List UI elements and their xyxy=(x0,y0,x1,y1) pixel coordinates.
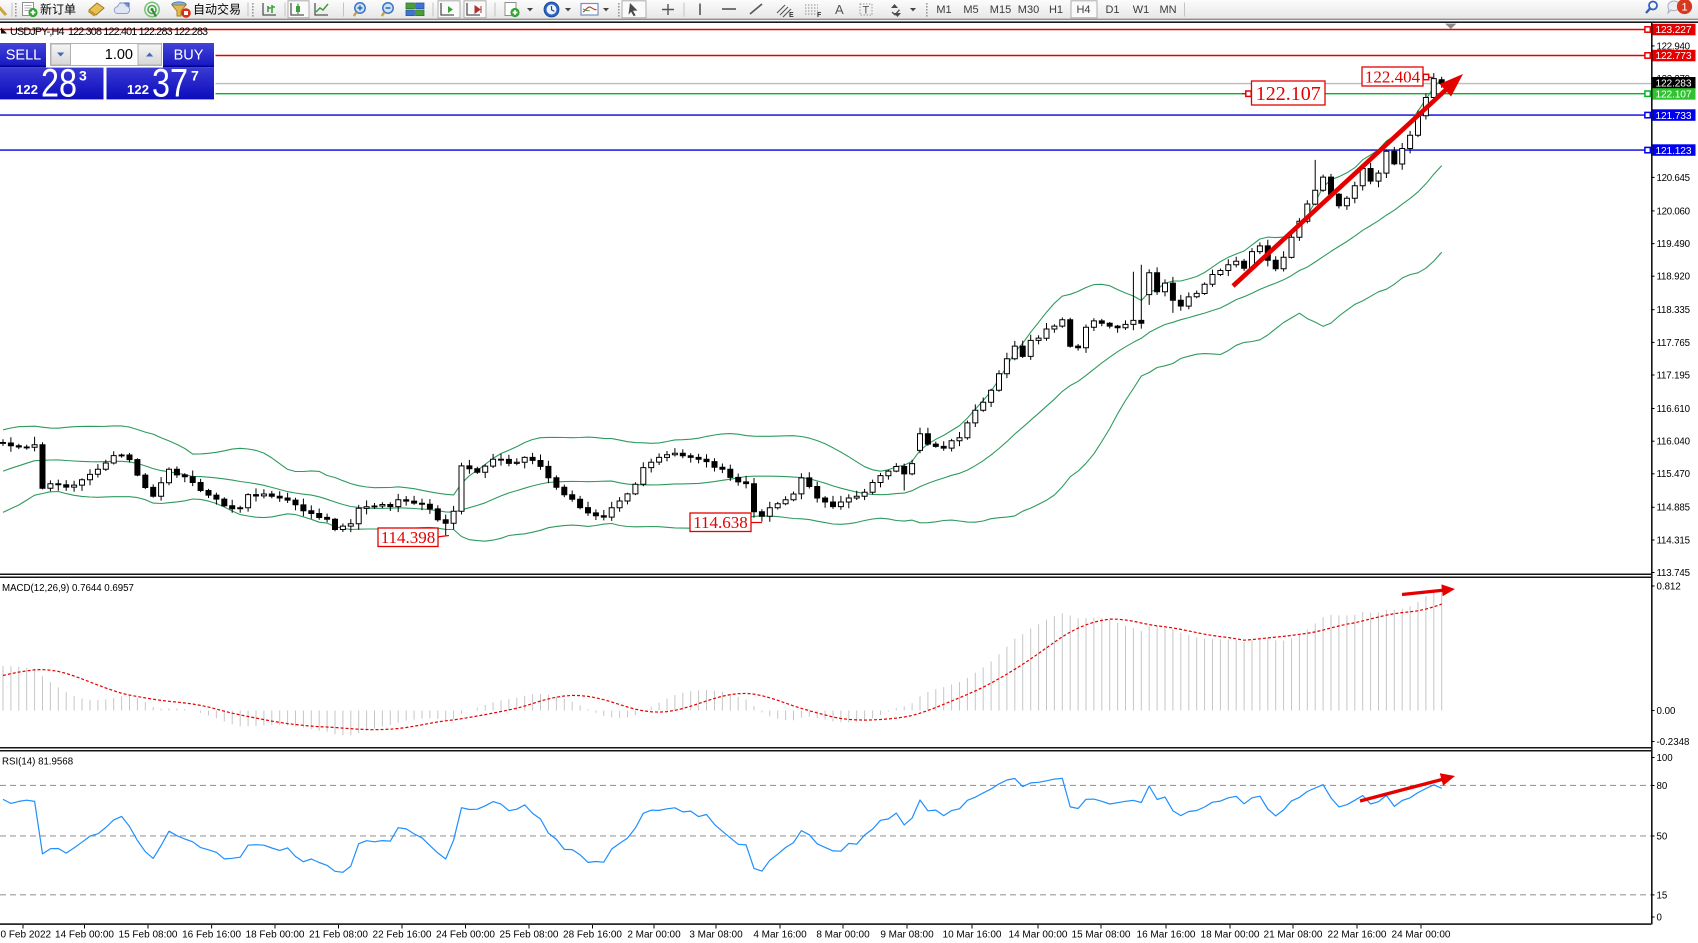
svg-text:H4: H4 xyxy=(1076,4,1090,16)
svg-text:122.283: 122.283 xyxy=(1656,79,1692,90)
svg-text:120.645: 120.645 xyxy=(1657,173,1691,184)
svg-text:24 Feb 00:00: 24 Feb 00:00 xyxy=(436,929,495,940)
svg-text:22 Mar 16:00: 22 Mar 16:00 xyxy=(1328,929,1387,940)
svg-text:RSI(14) 81.9568: RSI(14) 81.9568 xyxy=(2,756,73,767)
svg-text:1: 1 xyxy=(1681,2,1687,14)
svg-text:113.745: 113.745 xyxy=(1657,568,1691,579)
svg-text:BUY: BUY xyxy=(174,48,204,64)
svg-text:121.123: 121.123 xyxy=(1656,146,1692,157)
svg-text:0: 0 xyxy=(1657,912,1663,923)
svg-text:M5: M5 xyxy=(963,4,978,16)
svg-text:14 Feb 00:00: 14 Feb 00:00 xyxy=(55,929,114,940)
svg-text:15 Feb 08:00: 15 Feb 08:00 xyxy=(119,929,178,940)
svg-text:123.227: 123.227 xyxy=(1656,25,1692,36)
svg-text:-0.2348: -0.2348 xyxy=(1657,737,1690,748)
svg-text:W1: W1 xyxy=(1133,4,1150,16)
svg-text:D1: D1 xyxy=(1105,4,1119,16)
svg-text:120.060: 120.060 xyxy=(1657,206,1691,217)
svg-text:4 Mar 16:00: 4 Mar 16:00 xyxy=(753,929,807,940)
svg-text:28 Feb 16:00: 28 Feb 16:00 xyxy=(563,929,622,940)
svg-text:119.490: 119.490 xyxy=(1657,239,1691,250)
svg-text:MACD(12,26,9) 0.7644 0.6957: MACD(12,26,9) 0.7644 0.6957 xyxy=(2,583,134,594)
svg-text:118.335: 118.335 xyxy=(1657,305,1691,316)
svg-text:116.040: 116.040 xyxy=(1657,437,1691,448)
svg-text:122: 122 xyxy=(16,82,38,97)
svg-text:28: 28 xyxy=(41,62,77,106)
svg-text:M15: M15 xyxy=(990,4,1011,16)
svg-text:M1: M1 xyxy=(936,4,951,16)
svg-text:8 Mar 00:00: 8 Mar 00:00 xyxy=(816,929,870,940)
svg-text:21 Mar 08:00: 21 Mar 08:00 xyxy=(1264,929,1323,940)
svg-text:16 Mar 16:00: 16 Mar 16:00 xyxy=(1137,929,1196,940)
svg-text:114.638: 114.638 xyxy=(693,513,748,532)
svg-text:21 Feb 08:00: 21 Feb 08:00 xyxy=(309,929,368,940)
svg-text:自动交易: 自动交易 xyxy=(193,2,241,17)
svg-text:SELL: SELL xyxy=(6,48,41,64)
svg-text:T: T xyxy=(863,5,870,17)
svg-text:15: 15 xyxy=(1657,890,1668,901)
svg-text:50: 50 xyxy=(1657,831,1668,842)
svg-text:15 Mar 08:00: 15 Mar 08:00 xyxy=(1072,929,1131,940)
svg-text:116.610: 116.610 xyxy=(1657,404,1691,415)
svg-text:M30: M30 xyxy=(1018,4,1039,16)
svg-text:100: 100 xyxy=(1657,753,1674,764)
svg-text:25 Feb 08:00: 25 Feb 08:00 xyxy=(500,929,559,940)
svg-text:37: 37 xyxy=(152,62,188,106)
svg-text:0.812: 0.812 xyxy=(1657,581,1681,592)
svg-text:10 Feb 2022: 10 Feb 2022 xyxy=(0,929,52,940)
svg-text:14 Mar 00:00: 14 Mar 00:00 xyxy=(1009,929,1068,940)
svg-text:117.765: 117.765 xyxy=(1657,338,1691,349)
svg-text:E: E xyxy=(789,12,794,19)
svg-text:A: A xyxy=(835,2,844,17)
svg-text:117.195: 117.195 xyxy=(1657,370,1691,381)
svg-text:MN: MN xyxy=(1159,4,1176,16)
svg-text:16 Feb 16:00: 16 Feb 16:00 xyxy=(182,929,241,940)
svg-text:122: 122 xyxy=(127,82,149,97)
svg-text:18 Mar 00:00: 18 Mar 00:00 xyxy=(1201,929,1260,940)
svg-text:122.940: 122.940 xyxy=(1657,41,1691,52)
svg-text:114.398: 114.398 xyxy=(381,528,436,547)
svg-text:USDJPY-,H4 122.308 122.401 12: USDJPY-,H4 122.308 122.401 122.283 122.2… xyxy=(10,26,208,38)
svg-text:2 Mar 00:00: 2 Mar 00:00 xyxy=(627,929,681,940)
svg-text:118.920: 118.920 xyxy=(1657,272,1691,283)
svg-text:122.773: 122.773 xyxy=(1656,51,1692,62)
svg-text:1.00: 1.00 xyxy=(105,47,133,63)
svg-text:122.404: 122.404 xyxy=(1365,67,1421,86)
svg-text:9 Mar 08:00: 9 Mar 08:00 xyxy=(880,929,934,940)
svg-text:新订单: 新订单 xyxy=(40,2,76,17)
svg-text:114.315: 114.315 xyxy=(1657,535,1691,546)
svg-text:80: 80 xyxy=(1657,781,1668,792)
svg-text:22 Feb 16:00: 22 Feb 16:00 xyxy=(373,929,432,940)
svg-text:122.107: 122.107 xyxy=(1656,90,1692,101)
svg-text:H1: H1 xyxy=(1049,4,1063,16)
svg-text:122.107: 122.107 xyxy=(1256,83,1321,105)
svg-text:18 Feb 00:00: 18 Feb 00:00 xyxy=(246,929,305,940)
svg-text:121.733: 121.733 xyxy=(1656,111,1692,122)
svg-text:114.885: 114.885 xyxy=(1657,503,1691,514)
svg-text:24 Mar 00:00: 24 Mar 00:00 xyxy=(1392,929,1451,940)
svg-text:115.470: 115.470 xyxy=(1657,469,1691,480)
svg-text:3: 3 xyxy=(79,68,87,84)
svg-text:0.00: 0.00 xyxy=(1657,706,1676,717)
svg-text:10 Mar 16:00: 10 Mar 16:00 xyxy=(943,929,1002,940)
svg-text:7: 7 xyxy=(191,68,199,84)
svg-text:3 Mar 08:00: 3 Mar 08:00 xyxy=(689,929,743,940)
svg-text:F: F xyxy=(817,12,822,19)
